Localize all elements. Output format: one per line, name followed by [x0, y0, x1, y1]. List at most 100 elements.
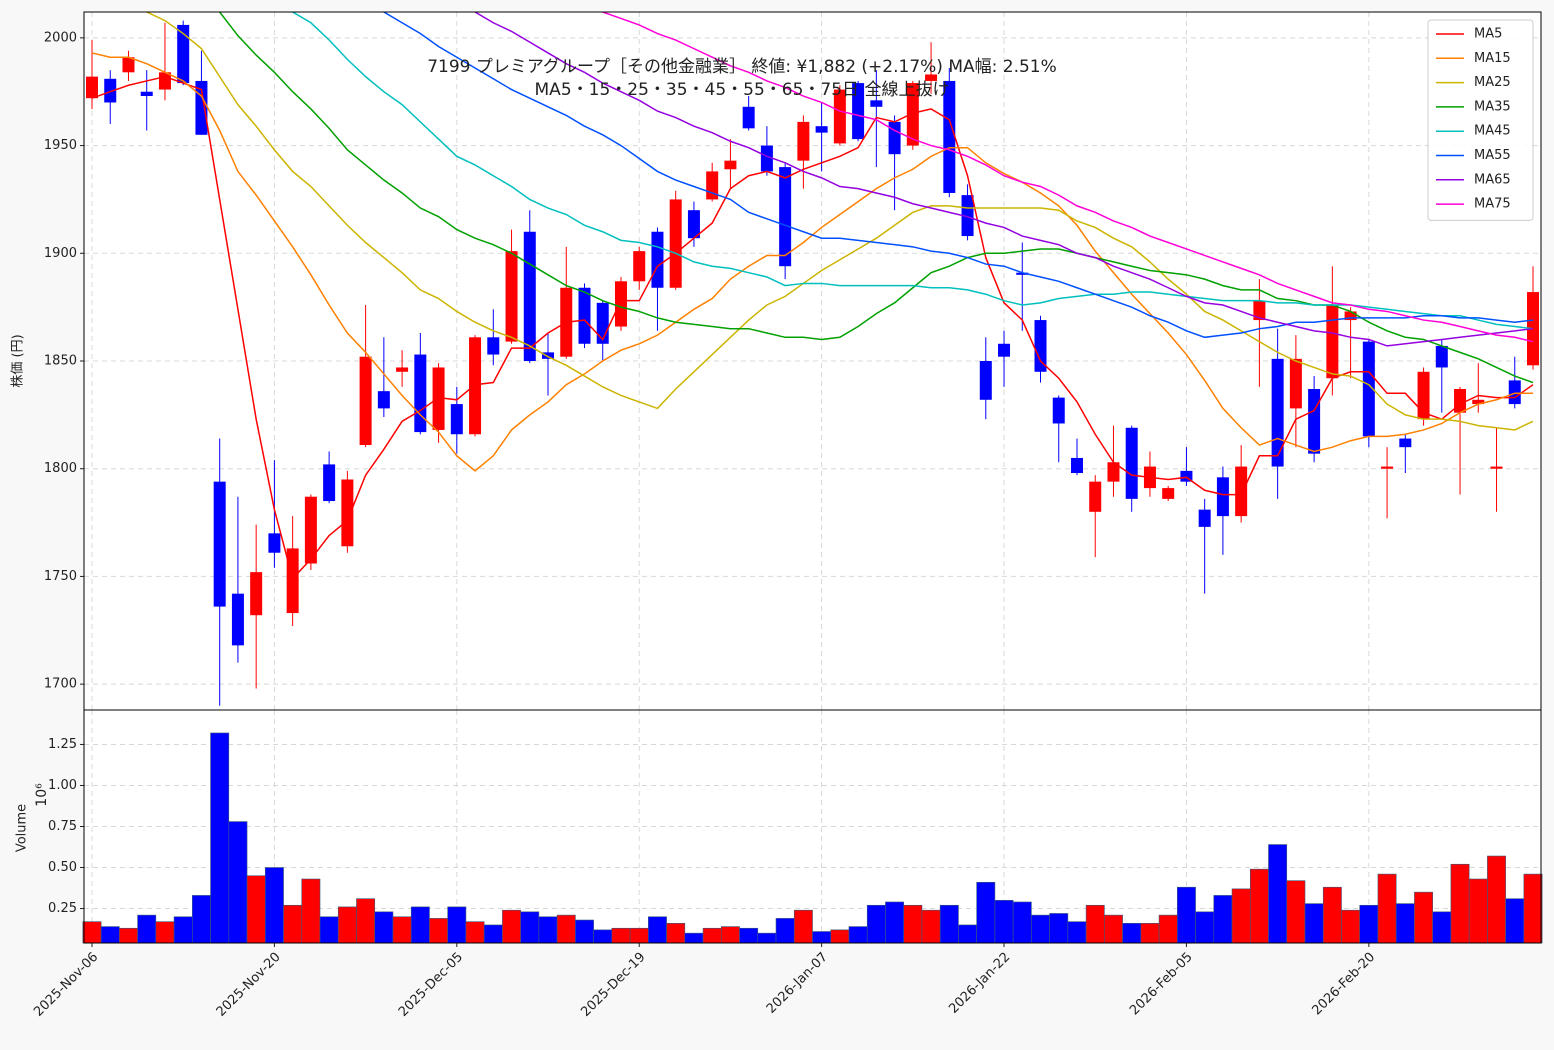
candle-body — [979, 361, 992, 400]
legend-label: MA25 — [1474, 75, 1511, 90]
x-tick-label: 2026-Feb-05 — [1127, 950, 1196, 1019]
candle-body — [1235, 466, 1248, 517]
candle-body — [797, 121, 810, 161]
candle-body — [1016, 272, 1029, 275]
candle-body — [687, 210, 700, 239]
candle-body — [1034, 320, 1047, 372]
candle-body — [1344, 311, 1357, 321]
candle-body — [1362, 341, 1375, 437]
volume-bar — [483, 924, 503, 944]
candle-body — [341, 479, 354, 547]
volume-bar — [447, 906, 467, 944]
volume-bar — [137, 914, 157, 944]
legend-label: MA35 — [1474, 99, 1511, 114]
volume-bar — [502, 909, 521, 944]
y-tick-label: 1.25 — [48, 737, 77, 752]
x-tick-label: 2026-Jan-22 — [946, 950, 1013, 1017]
volume-bar — [392, 916, 412, 944]
volume-offset-label: 10⁶ — [34, 783, 50, 807]
volume-axis-label: Volume — [15, 804, 30, 852]
candle-body — [1253, 300, 1266, 321]
x-tick-label: 2025-Nov-06 — [31, 950, 101, 1020]
ma-line — [91, 75, 1534, 581]
volume-bar — [82, 921, 102, 944]
x-tick-label: 2025-Nov-20 — [214, 950, 284, 1020]
volume-bar — [173, 916, 193, 944]
candle-body — [86, 76, 98, 99]
candle-body — [1326, 304, 1339, 379]
ma-line — [290, 12, 1534, 330]
candle-body — [377, 391, 390, 409]
y-tick-label: 1950 — [44, 138, 77, 153]
volume-bar — [1122, 923, 1142, 944]
candle-body — [925, 74, 938, 81]
candle-body — [1472, 399, 1485, 405]
volume-bar — [994, 900, 1014, 944]
volume-bar — [757, 932, 777, 944]
candle-body — [104, 78, 117, 103]
volume-bar — [1104, 914, 1123, 944]
candle-body — [724, 160, 737, 170]
volume-bar — [1487, 855, 1506, 944]
y-tick-label: 1.00 — [48, 778, 77, 793]
volume-bar — [1359, 904, 1379, 944]
candle-body — [614, 281, 627, 327]
candle-body — [505, 251, 518, 342]
volume-frame — [83, 709, 1542, 944]
volume-bar — [520, 911, 540, 944]
candle-body — [542, 352, 555, 359]
ma-line — [600, 12, 1534, 343]
volume-bar — [666, 923, 686, 944]
volume-bar — [1523, 873, 1543, 944]
candle-body — [1180, 470, 1193, 482]
volume-bar — [921, 909, 941, 944]
ma-line — [382, 12, 1534, 339]
candle-body — [1490, 466, 1503, 469]
legend-label: MA65 — [1474, 172, 1511, 187]
volume-bar — [465, 921, 485, 944]
x-tick-label: 2026-Feb-20 — [1310, 950, 1379, 1019]
volume-bar — [1249, 868, 1269, 944]
volume-bar — [1341, 909, 1361, 944]
candle-body — [1070, 457, 1083, 474]
candle-body — [833, 89, 846, 144]
x-tick-label: 2025-Dec-05 — [396, 950, 466, 1020]
volume-bar — [1377, 873, 1397, 944]
volume-bar — [866, 904, 886, 944]
candle-body — [870, 100, 883, 107]
candle-body — [742, 106, 755, 129]
candle-body — [1052, 397, 1065, 424]
candle-body — [1271, 358, 1284, 467]
volume-bar — [301, 878, 321, 944]
volume-bar — [337, 906, 357, 944]
legend-label: MA45 — [1474, 124, 1511, 139]
y-tick-label: 1900 — [44, 246, 77, 261]
candle-body — [1454, 389, 1467, 413]
volume-bar — [1231, 888, 1251, 944]
volume-bar — [283, 904, 303, 944]
volume-bar — [976, 881, 996, 944]
volume-bar — [1414, 891, 1433, 944]
volume-bar — [356, 898, 376, 944]
candle-body — [268, 533, 281, 553]
volume-bar — [1322, 886, 1342, 944]
volume-bar — [155, 921, 175, 944]
candle-body — [1381, 466, 1394, 469]
candle-body — [323, 464, 336, 502]
ma-line — [473, 12, 1534, 347]
y-tick-label: 1700 — [44, 677, 77, 692]
volume-bar — [1049, 913, 1069, 944]
volume-bar — [1195, 911, 1215, 944]
candle-body — [815, 126, 828, 133]
volume-bar — [1395, 903, 1415, 944]
y-tick-label: 0.50 — [48, 860, 77, 875]
volume-bar — [1012, 901, 1032, 944]
candle-body — [1198, 509, 1211, 527]
volume-bar — [210, 732, 230, 944]
legend-label: MA55 — [1474, 148, 1511, 163]
legend-box — [1427, 19, 1534, 221]
legend-label: MA75 — [1474, 197, 1511, 212]
candle-body — [1399, 438, 1412, 448]
